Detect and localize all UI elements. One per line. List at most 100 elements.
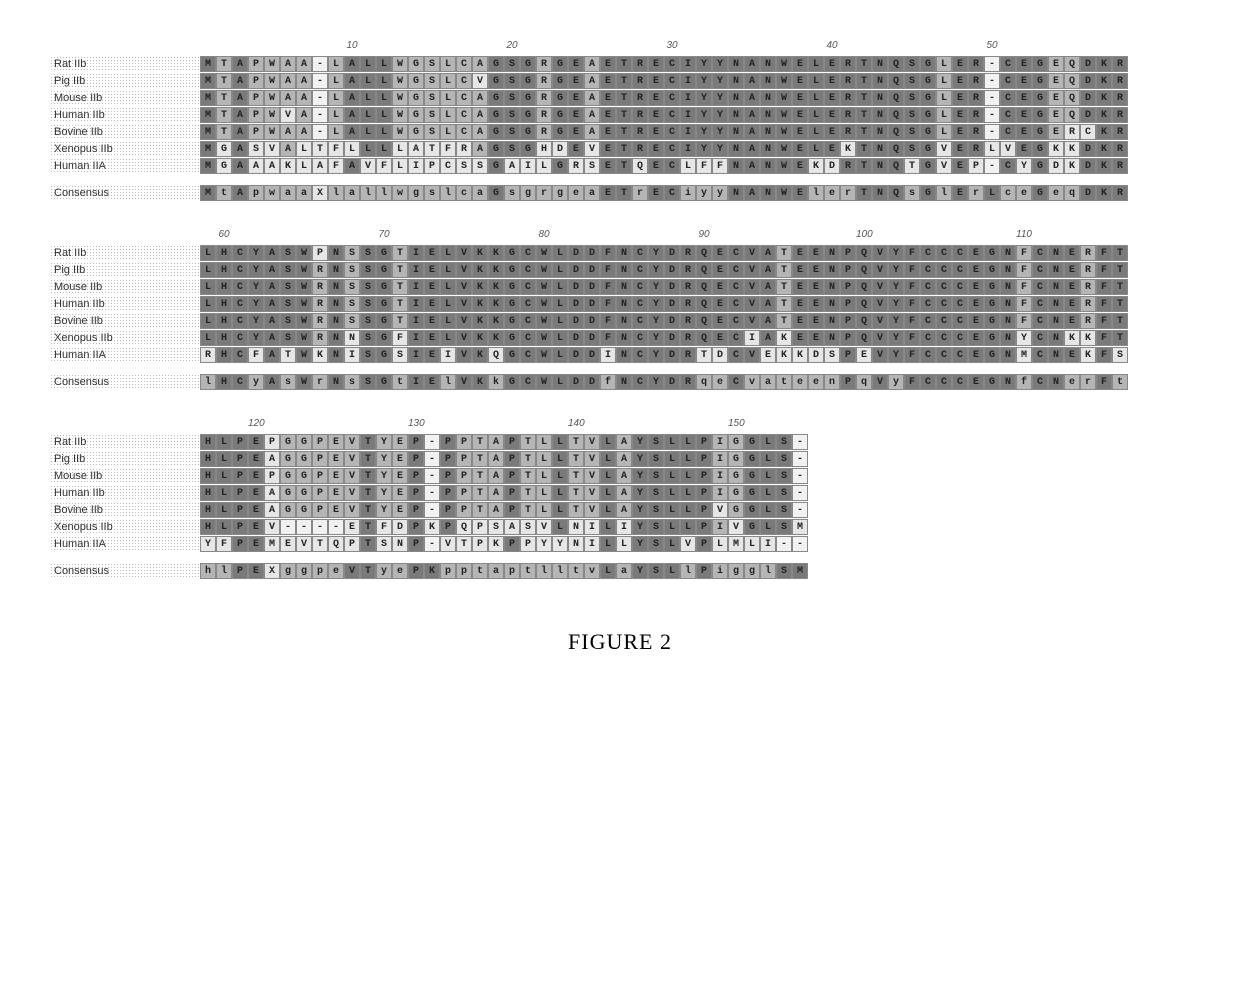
residue-cell: V — [264, 141, 280, 157]
residue-cell: - — [328, 519, 344, 535]
residue-cell: - — [424, 468, 440, 484]
residue-cell: V — [584, 451, 600, 467]
residue-cell: N — [728, 141, 744, 157]
residue-cell: Y — [376, 468, 392, 484]
residue-cell: L — [760, 468, 776, 484]
residue-cell: - — [312, 124, 328, 140]
residue-cell: E — [808, 330, 824, 346]
consensus-cell: E — [248, 563, 264, 579]
residue-cell: D — [584, 330, 600, 346]
residue-cell: C — [920, 347, 936, 363]
residue-cell: R — [680, 347, 696, 363]
residue-cell: P — [408, 536, 424, 552]
residue-cell: - — [424, 536, 440, 552]
residue-cell: - — [312, 519, 328, 535]
residue-cell: G — [504, 347, 520, 363]
residue-cell: C — [1032, 262, 1048, 278]
residue-cell: Y — [888, 313, 904, 329]
residue-cell: V — [936, 158, 952, 174]
residue-cell: L — [808, 124, 824, 140]
residue-cell: L — [360, 90, 376, 106]
residue-cell: V — [472, 73, 488, 89]
residue-cell: L — [440, 262, 456, 278]
residue-cell: E — [424, 347, 440, 363]
residue-cell: M — [200, 158, 216, 174]
consensus-cell: P — [840, 374, 856, 390]
residue-cell: R — [1080, 262, 1096, 278]
residue-cell: T — [360, 451, 376, 467]
residue-cell: N — [872, 158, 888, 174]
residue-cell: R — [632, 107, 648, 123]
residue-cell: I — [760, 536, 776, 552]
consensus-cell: t — [776, 374, 792, 390]
consensus-cell: T — [856, 185, 872, 201]
sequence-row: Xenopus IIbLHCYASWRNNSGFIELVKKGCWLDDFNCY… — [50, 330, 1190, 346]
residue-cell: A — [616, 485, 632, 501]
residue-cell: L — [680, 158, 696, 174]
residue-cell: L — [600, 468, 616, 484]
consensus-cell: G — [488, 185, 504, 201]
residue-cell: - — [792, 502, 808, 518]
residue-cell: G — [376, 262, 392, 278]
residue-cell: V — [744, 245, 760, 261]
residue-cell: E — [712, 330, 728, 346]
residue-cell: T — [312, 141, 328, 157]
residue-cell: H — [200, 451, 216, 467]
residue-cell: E — [1064, 296, 1080, 312]
residue-cell: G — [280, 502, 296, 518]
residue-cell: Q — [888, 124, 904, 140]
consensus-cell: E — [600, 185, 616, 201]
residue-cell: P — [312, 434, 328, 450]
residue-cell: V — [872, 313, 888, 329]
residue-cell: E — [952, 107, 968, 123]
residue-cell: V — [872, 330, 888, 346]
residue-cell: C — [456, 90, 472, 106]
residue-cell: L — [552, 451, 568, 467]
residue-cell: F — [904, 347, 920, 363]
consensus-cell: c — [1000, 185, 1016, 201]
residue-cell: Y — [648, 262, 664, 278]
residue-cell: D — [1080, 141, 1096, 157]
residue-cell: R — [312, 313, 328, 329]
residue-cell: W — [392, 124, 408, 140]
residue-cell: P — [696, 485, 712, 501]
residue-cell: Y — [536, 536, 552, 552]
residue-cell: Q — [856, 296, 872, 312]
residue-cell: I — [408, 158, 424, 174]
residue-cell: L — [216, 502, 232, 518]
residue-cell: N — [760, 141, 776, 157]
residue-cell: P — [312, 502, 328, 518]
residue-cell: H — [200, 519, 216, 535]
residue-cell: T — [360, 468, 376, 484]
consensus-cell: A — [232, 185, 248, 201]
residue-cell: A — [280, 56, 296, 72]
consensus-cell: N — [1048, 374, 1064, 390]
consensus-cell: r — [632, 185, 648, 201]
ruler-mark: 60 — [216, 229, 232, 243]
residue-cell: R — [536, 56, 552, 72]
residue-cell: A — [488, 451, 504, 467]
residue-cell: L — [296, 158, 312, 174]
residue-cell: S — [504, 90, 520, 106]
consensus-cell: r — [312, 374, 328, 390]
consensus-cell: y — [376, 563, 392, 579]
residue-cell: R — [680, 279, 696, 295]
residue-cell: T — [856, 73, 872, 89]
residue-cell: P — [440, 485, 456, 501]
consensus-cell: l — [808, 185, 824, 201]
residue-cell: Y — [248, 313, 264, 329]
residue-cell: I — [584, 519, 600, 535]
residue-cell: G — [296, 502, 312, 518]
consensus-cell: W — [776, 185, 792, 201]
residue-cell: V — [744, 262, 760, 278]
residue-cell: L — [552, 434, 568, 450]
residue-cell: T — [776, 313, 792, 329]
residue-cell: V — [584, 141, 600, 157]
residue-cell: R — [200, 347, 216, 363]
residue-cell: Y — [712, 124, 728, 140]
residue-cell: V — [584, 468, 600, 484]
residue-cell: Q — [696, 245, 712, 261]
residue-cell: N — [328, 262, 344, 278]
consensus-cell: e — [808, 374, 824, 390]
residue-cell: W — [536, 245, 552, 261]
